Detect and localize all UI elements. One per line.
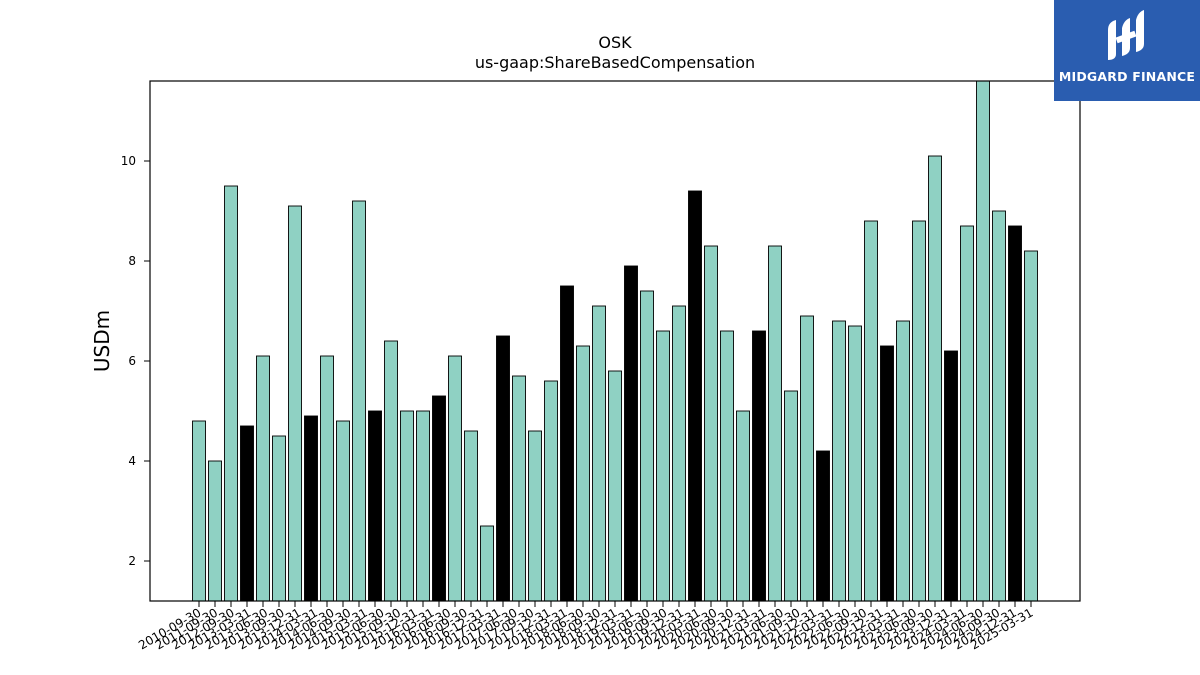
bar: [240, 425, 254, 602]
bar: [848, 325, 862, 602]
bar: [560, 285, 574, 602]
bar: [832, 320, 846, 602]
bar: [416, 410, 430, 602]
bar: [800, 315, 814, 602]
bar: [400, 410, 414, 602]
bar: [896, 320, 910, 602]
bar: [864, 220, 878, 602]
bar: [640, 290, 654, 602]
bar: [880, 345, 894, 602]
bar: [768, 245, 782, 602]
y-axis: 2 4 6 8 10: [121, 154, 150, 568]
bar: [464, 430, 478, 602]
bar: [816, 450, 830, 602]
bar: [1024, 250, 1038, 602]
bar: [912, 220, 926, 602]
bar: [336, 420, 350, 602]
y-tick-label: 10: [121, 154, 136, 168]
bar: [752, 330, 766, 602]
bar: [528, 430, 542, 602]
bar: [320, 355, 334, 602]
bar: [736, 410, 750, 602]
bar: [352, 200, 366, 602]
brand-name: MIDGARD FINANCE: [1058, 69, 1196, 84]
bar: [448, 355, 462, 602]
bar: [976, 80, 990, 602]
bar: [784, 390, 798, 602]
bar: [720, 330, 734, 602]
bar: [496, 335, 510, 602]
chart-subtitle: us-gaap:ShareBasedCompensation: [475, 53, 755, 72]
bar: [624, 265, 638, 602]
bar: [1008, 225, 1022, 602]
bar: [512, 375, 526, 602]
bar: [208, 460, 222, 602]
bars-group: [192, 80, 1038, 602]
y-tick-label: 8: [128, 254, 136, 268]
bar: [688, 190, 702, 602]
bar: [224, 185, 238, 602]
plot-frame: [149, 80, 1081, 602]
bar: [704, 245, 718, 602]
y-tick-label: 6: [128, 354, 136, 368]
bar: [384, 340, 398, 602]
bar: [592, 305, 606, 602]
bar: [672, 305, 686, 602]
bar: [256, 355, 270, 602]
bar: [272, 435, 286, 602]
bar: [480, 525, 494, 602]
y-tick-label: 4: [128, 454, 136, 468]
bar: [576, 345, 590, 602]
y-tick-label: 2: [128, 554, 136, 568]
bar: [944, 350, 958, 602]
bar: [368, 410, 382, 602]
midgard-logo-icon: [1108, 10, 1144, 60]
bar: [304, 415, 318, 602]
bar: [960, 225, 974, 602]
bar: [192, 420, 206, 602]
bar: [288, 205, 302, 602]
bar: [608, 370, 622, 602]
brand-logo: MIDGARD FINANCE: [1054, 0, 1200, 101]
bar: [656, 330, 670, 602]
x-axis: 2010-09-302011-09-302012-09-302013-03-31…: [136, 601, 1036, 652]
bar: [928, 155, 942, 602]
bar: [992, 210, 1006, 602]
y-axis-label: USDm: [90, 310, 114, 372]
bar: [544, 380, 558, 602]
chart-title: OSK: [598, 33, 632, 52]
bar: [432, 395, 446, 602]
